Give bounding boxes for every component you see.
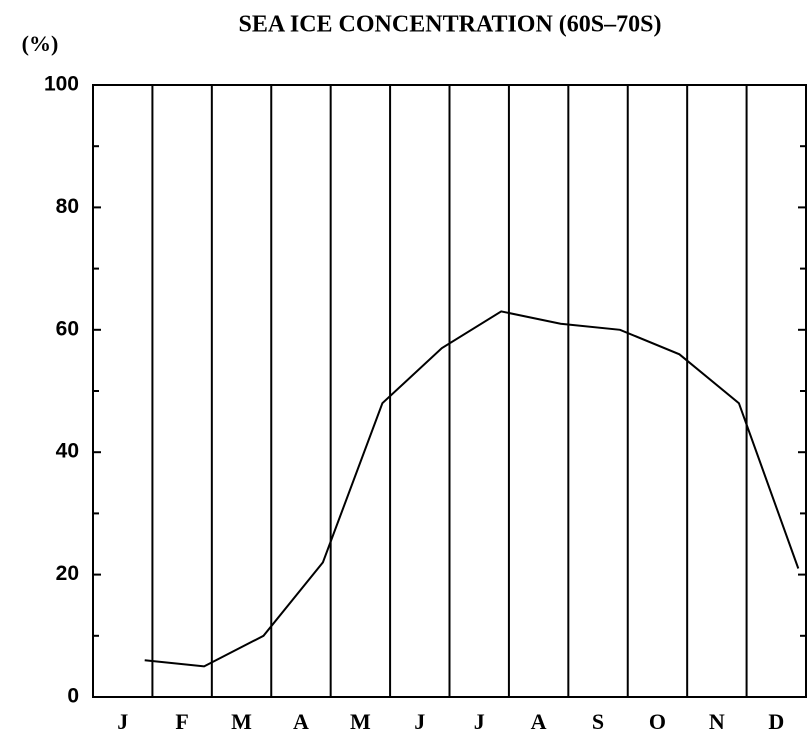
y-tick-label: 0 bbox=[67, 685, 79, 708]
x-tick-label: J bbox=[414, 709, 425, 734]
y-axis-label: (%) bbox=[22, 31, 59, 56]
y-tick-label: 20 bbox=[56, 562, 79, 585]
x-tick-label: O bbox=[649, 709, 666, 734]
x-tick-label: A bbox=[531, 709, 547, 734]
x-tick-label: J bbox=[117, 709, 128, 734]
x-tick-label: N bbox=[709, 709, 725, 734]
x-tick-label: M bbox=[231, 709, 252, 734]
y-tick-label: 100 bbox=[44, 73, 79, 96]
x-tick-label: J bbox=[474, 709, 485, 734]
x-tick-label: A bbox=[293, 709, 309, 734]
x-tick-label: F bbox=[175, 709, 188, 734]
y-tick-label: 80 bbox=[56, 195, 79, 218]
x-tick-label: M bbox=[350, 709, 371, 734]
x-tick-label: D bbox=[768, 709, 784, 734]
y-tick-label: 60 bbox=[56, 317, 79, 340]
data-line bbox=[144, 310, 800, 668]
x-tick-label: S bbox=[592, 709, 604, 734]
y-tick-label: 40 bbox=[56, 440, 79, 463]
chart-title: SEA ICE CONCENTRATION (60S–70S) bbox=[239, 12, 662, 38]
